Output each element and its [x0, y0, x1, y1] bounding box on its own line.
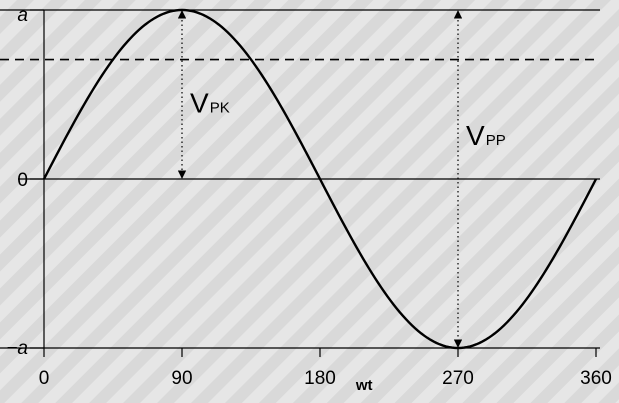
x-tick-label-0: 0	[39, 368, 50, 389]
annotation-subscript-pp: PP	[486, 132, 506, 149]
annotation-subscript-pk: PK	[210, 100, 230, 117]
x-axis-label: wt	[355, 377, 373, 394]
sine-curve	[42, 8, 598, 350]
reference-lines	[0, 9, 600, 349]
tick-labels: a 0 −a 0 90 180 270 360	[6, 5, 612, 389]
annotation-label-pk: VPK	[190, 88, 230, 119]
y-tick-label-0: a	[17, 5, 28, 26]
y-tick-label-1: 0	[17, 170, 28, 191]
x-tick-label-1: 90	[171, 368, 192, 389]
x-tick-label-4: 360	[580, 368, 612, 389]
y-tick-label-2: −a	[6, 338, 28, 359]
x-tick-label-2: 180	[304, 368, 336, 389]
x-tick-label-3: 270	[442, 368, 474, 389]
axis-labels: wt	[355, 377, 373, 394]
